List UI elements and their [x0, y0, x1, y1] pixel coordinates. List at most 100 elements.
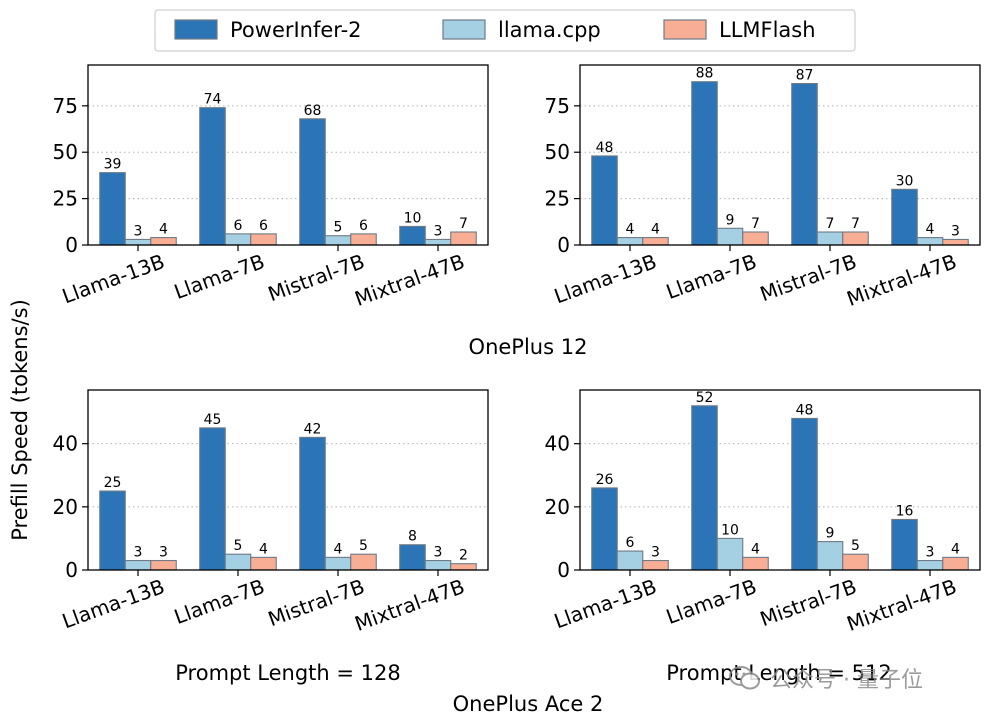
data-label-llmflash-llama-7b: 4: [751, 541, 760, 557]
data-label-llama-cpp-mistral-7b: 7: [826, 216, 835, 232]
chart-panel-4: 020402663Llama-13B52104Llama-7B4895Mistr…: [545, 389, 981, 636]
plot-frame: [87, 389, 489, 571]
y-tick-label: 40: [53, 432, 78, 456]
data-label-powerinfer-2-llama-7b: 88: [696, 66, 714, 82]
data-label-llmflash-mistral-7b: 7: [851, 216, 860, 232]
data-label-powerinfer-2-mistral-7b: 42: [304, 421, 322, 437]
bar-llama-cpp-llama-7b: [224, 233, 252, 246]
plot-frame: [579, 64, 981, 246]
bar-powerinfer-2-llama-7b: [691, 405, 718, 571]
data-label-llama-cpp-mistral-7b: 5: [334, 220, 343, 236]
bar-powerinfer-2-mistral-7b: [299, 436, 326, 571]
legend: PowerInfer-2 llama.cpp LLMFlash: [154, 9, 856, 52]
y-tick-label: 75: [545, 94, 570, 118]
bar-llama-cpp-llama-7b: [716, 227, 744, 246]
data-label-powerinfer-2-llama-13b: 26: [596, 472, 614, 488]
data-label-llmflash-mixtral-47b: 4: [951, 541, 960, 557]
bar-llama-cpp-mistral-7b: [324, 556, 352, 571]
bar-powerinfer-2-mistral-7b: [791, 417, 818, 571]
legend-label-llama-cpp: llama.cpp: [498, 18, 601, 42]
y-tick-label: 25: [545, 187, 570, 211]
data-label-llama-cpp-mistral-7b: 4: [334, 541, 343, 557]
x-tick-label-llama-7b: Llama-7B: [663, 249, 760, 304]
data-label-powerinfer-2-llama-7b: 52: [696, 390, 714, 406]
bar-llmflash-mistral-7b: [842, 231, 869, 246]
group-label-oneplus-ace-2: OnePlus Ace 2: [453, 692, 604, 716]
x-tick-label-mixtral-47b: Mixtral-47B: [352, 574, 468, 636]
data-label-llmflash-mistral-7b: 5: [359, 538, 368, 554]
bar-llmflash-llama-13b: [150, 237, 177, 246]
bar-llama-cpp-llama-13b: [616, 237, 644, 246]
bar-powerinfer-2-mistral-7b: [299, 118, 326, 246]
y-tick-label: 0: [65, 233, 78, 257]
x-tick-label-mistral-7b: Mistral-7B: [265, 574, 368, 631]
bar-llmflash-llama-7b: [742, 231, 769, 246]
data-label-llmflash-llama-13b: 4: [651, 222, 660, 238]
x-tick-label-llama-7b: Llama-7B: [171, 249, 268, 304]
y-tick-label: 20: [545, 495, 570, 519]
group-label-oneplus-12: OnePlus 12: [469, 335, 588, 359]
bar-powerinfer-2-llama-7b: [691, 81, 718, 246]
data-label-llmflash-llama-7b: 6: [259, 218, 268, 234]
bar-llmflash-llama-13b: [150, 559, 177, 571]
data-label-powerinfer-2-llama-13b: 39: [104, 157, 122, 173]
y-tick-label: 50: [545, 140, 570, 164]
bar-llama-cpp-mixtral-47b: [916, 237, 944, 246]
y-tick-label: 25: [53, 187, 78, 211]
x-tick-label-llama-7b: Llama-7B: [171, 574, 268, 629]
bar-llama-cpp-llama-7b: [716, 537, 744, 571]
bar-llama-cpp-mistral-7b: [324, 235, 352, 246]
column-label-prompt-512: Prompt Length = 512: [666, 661, 891, 685]
x-tick-label-mistral-7b: Mistral-7B: [757, 574, 860, 631]
legend-swatch-llmflash: [663, 19, 707, 40]
data-label-llmflash-llama-7b: 7: [751, 216, 760, 232]
x-tick-label-llama-7b: Llama-7B: [663, 574, 760, 629]
data-label-llmflash-mistral-7b: 6: [359, 218, 368, 234]
y-axis-label: Prefill Speed (tokens/s): [8, 299, 32, 541]
bar-llama-cpp-llama-13b: [616, 550, 644, 571]
data-label-llmflash-mistral-7b: 5: [851, 538, 860, 554]
x-tick-label-llama-13b: Llama-13B: [551, 574, 660, 633]
data-label-llama-cpp-mistral-7b: 9: [826, 526, 835, 542]
legend-label-llmflash: LLMFlash: [719, 18, 816, 42]
data-label-llama-cpp-mixtral-47b: 4: [926, 222, 935, 238]
data-label-llmflash-llama-13b: 4: [159, 222, 168, 238]
data-label-llama-cpp-llama-13b: 4: [626, 222, 635, 238]
y-tick-label: 20: [53, 495, 78, 519]
x-tick-label-mistral-7b: Mistral-7B: [265, 249, 368, 306]
x-tick-label-llama-13b: Llama-13B: [59, 249, 168, 308]
bar-llmflash-mixtral-47b: [942, 556, 969, 571]
data-label-llmflash-mixtral-47b: 7: [459, 216, 468, 232]
data-label-powerinfer-2-llama-7b: 74: [204, 92, 222, 108]
data-label-llmflash-llama-13b: 3: [159, 545, 168, 561]
data-label-powerinfer-2-mistral-7b: 68: [304, 103, 322, 119]
bar-llama-cpp-mixtral-47b: [424, 559, 452, 571]
bar-powerinfer-2-llama-7b: [199, 107, 226, 246]
data-label-llama-cpp-llama-13b: 3: [134, 223, 143, 239]
bar-llama-cpp-llama-13b: [124, 238, 152, 246]
bar-llama-cpp-llama-7b: [224, 553, 252, 571]
data-label-llmflash-mixtral-47b: 2: [459, 548, 468, 564]
x-tick-label-mistral-7b: Mistral-7B: [757, 249, 860, 306]
bar-llama-cpp-mixtral-47b: [424, 238, 452, 246]
plot-frame: [87, 64, 489, 246]
bar-llmflash-mixtral-47b: [942, 238, 969, 246]
bar-llama-cpp-mixtral-47b: [916, 559, 944, 571]
data-label-llama-cpp-llama-7b: 5: [234, 538, 243, 554]
data-label-llama-cpp-mixtral-47b: 3: [434, 545, 443, 561]
data-label-powerinfer-2-mixtral-47b: 10: [404, 210, 422, 226]
bar-llmflash-llama-13b: [642, 237, 669, 246]
bar-llama-cpp-mistral-7b: [816, 541, 844, 571]
y-tick-label: 0: [557, 558, 570, 582]
data-label-llama-cpp-llama-7b: 6: [234, 218, 243, 234]
y-tick-label: 40: [545, 432, 570, 456]
data-label-llama-cpp-llama-7b: 9: [726, 212, 735, 228]
bar-llmflash-llama-7b: [250, 556, 277, 571]
data-label-llama-cpp-llama-7b: 10: [721, 522, 739, 538]
bar-powerinfer-2-mixtral-47b: [399, 544, 426, 571]
data-label-llmflash-llama-7b: 4: [259, 541, 268, 557]
wechat-logo-icon: [729, 666, 760, 690]
x-tick-label-mixtral-47b: Mixtral-47B: [352, 249, 468, 311]
